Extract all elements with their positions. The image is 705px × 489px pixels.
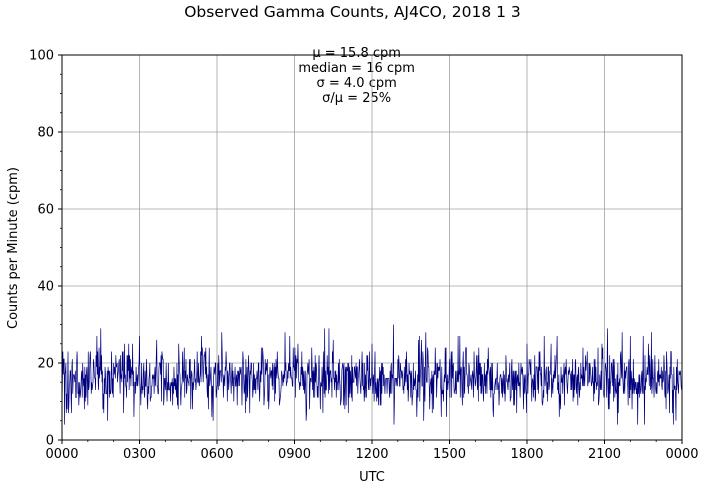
x-axis-label: UTC [359, 470, 385, 485]
y-tick-label: 20 [37, 357, 54, 372]
series-line [61, 324, 682, 425]
stat-mean: μ = 15.8 cpm [312, 46, 401, 61]
x-tick-label: 0900 [278, 447, 311, 462]
y-tick-label: 0 [46, 434, 54, 449]
y-tick-label: 40 [37, 280, 54, 295]
x-tick-label: 0600 [200, 447, 233, 462]
stat-sigma: σ = 4.0 cpm [316, 76, 397, 91]
stat-cv: σ/μ = 25% [322, 91, 392, 106]
x-tick-label: 2100 [588, 447, 621, 462]
x-tick-label: 0000 [45, 447, 78, 462]
x-tick-label: 0300 [123, 447, 156, 462]
x-tick-label: 0000 [665, 447, 698, 462]
y-tick-label: 80 [37, 126, 54, 141]
y-tick-label: 100 [29, 49, 54, 64]
x-tick-label: 1500 [433, 447, 466, 462]
stat-median: median = 16 cpm [298, 61, 415, 76]
series-layer [61, 324, 682, 425]
ticks: 0000 0300 0600 0900 1200 1500 1800 2100 00000204… [29, 49, 698, 463]
stats-line: μ = 15.8 cpm median = 16 cpm σ = 4.0 cpm… [0, 31, 705, 106]
y-tick-label: 60 [37, 203, 54, 218]
x-tick-label: 1800 [510, 447, 543, 462]
chart-title: Observed Gamma Counts, AJ4CO, 2018 1 3 [184, 3, 521, 21]
y-axis-label: Counts per Minute (cpm) [6, 167, 21, 329]
x-tick-label: 1200 [355, 447, 388, 462]
